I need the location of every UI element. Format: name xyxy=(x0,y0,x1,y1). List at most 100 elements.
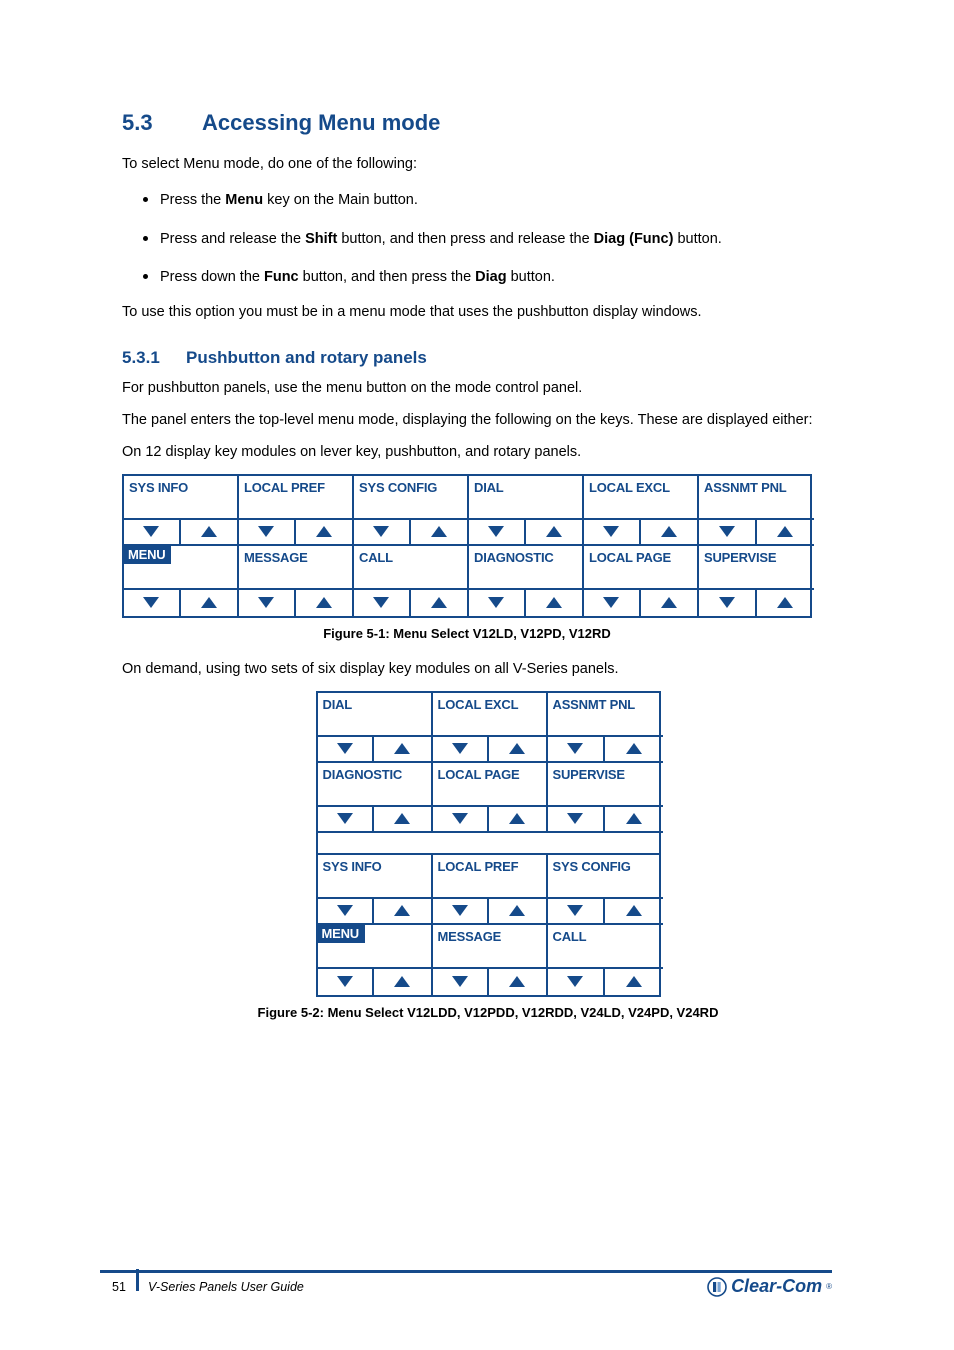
up-arrow-icon xyxy=(526,520,583,544)
panel-cell: LOCAL PREF xyxy=(433,855,548,925)
footer-rule xyxy=(100,1270,832,1273)
panel-row: SYS INFO LOCAL PREF SYS CONFIG xyxy=(318,855,659,925)
panel-cell: LOCAL PAGE xyxy=(584,546,699,616)
up-arrow-icon xyxy=(605,807,663,831)
down-arrow-icon xyxy=(239,520,296,544)
down-arrow-icon xyxy=(433,737,490,761)
section-title: Accessing Menu mode xyxy=(202,110,440,135)
up-arrow-icon xyxy=(374,899,431,923)
down-arrow-icon xyxy=(469,520,526,544)
down-arrow-icon xyxy=(433,969,490,995)
cell-label: LOCAL PREF xyxy=(239,476,352,495)
paragraph: On 12 display key modules on lever key, … xyxy=(122,442,854,462)
panel-cell: SUPERVISE xyxy=(548,763,663,833)
figure-caption: Figure 5-2: Menu Select V12LDD, V12PDD, … xyxy=(258,1005,719,1020)
intro-paragraph: To select Menu mode, do one of the follo… xyxy=(122,154,854,174)
page-number: 51 xyxy=(112,1280,126,1294)
cell-label-selected: MENU xyxy=(318,925,365,943)
down-arrow-icon xyxy=(318,807,375,831)
up-arrow-icon xyxy=(296,520,353,544)
panel-cell: LOCAL PREF xyxy=(239,476,354,546)
cell-label: CALL xyxy=(354,546,467,565)
up-arrow-icon xyxy=(181,520,238,544)
down-arrow-icon xyxy=(548,969,606,995)
panel-spacer xyxy=(318,833,659,855)
panel-cell: CALL xyxy=(548,925,663,995)
down-arrow-icon xyxy=(354,590,411,616)
down-arrow-icon xyxy=(699,590,757,616)
up-arrow-icon xyxy=(641,590,698,616)
cell-label-selected: MENU xyxy=(124,546,171,564)
panel-diagram: SYS INFO LOCAL PREF SYS CONFIG DIAL LOCA… xyxy=(122,474,812,618)
subsection-heading: 5.3.1Pushbutton and rotary panels xyxy=(122,348,854,368)
panel-cell: LOCAL PAGE xyxy=(433,763,548,833)
up-arrow-icon xyxy=(489,969,546,995)
down-arrow-icon xyxy=(318,969,375,995)
logo-mark-icon xyxy=(707,1277,727,1297)
panel-cell: DIAGNOSTIC xyxy=(318,763,433,833)
cell-label: LOCAL EXCL xyxy=(433,693,546,712)
up-arrow-icon xyxy=(757,520,815,544)
down-arrow-icon xyxy=(469,590,526,616)
section-number: 5.3 xyxy=(122,110,202,136)
up-arrow-icon xyxy=(605,899,663,923)
down-arrow-icon xyxy=(124,520,181,544)
cell-label: MESSAGE xyxy=(433,925,546,944)
down-arrow-icon xyxy=(124,590,181,616)
option-list: Press the Menu key on the Main button. P… xyxy=(160,186,854,288)
panel-cell: SYS INFO xyxy=(318,855,433,925)
cell-label: LOCAL EXCL xyxy=(584,476,697,495)
down-arrow-icon xyxy=(548,737,606,761)
cell-label: SYS INFO xyxy=(318,855,431,874)
list-item: Press down the Func button, and then pre… xyxy=(160,263,854,288)
panel-row-top: SYS INFO LOCAL PREF SYS CONFIG DIAL LOCA… xyxy=(124,476,810,546)
cell-label: MESSAGE xyxy=(239,546,352,565)
figure-1: SYS INFO LOCAL PREF SYS CONFIG DIAL LOCA… xyxy=(122,474,854,641)
down-arrow-icon xyxy=(584,590,641,616)
up-arrow-icon xyxy=(296,590,353,616)
paragraph: The panel enters the top-level menu mode… xyxy=(122,410,854,430)
up-arrow-icon xyxy=(181,590,238,616)
panel-cell: MENU xyxy=(124,546,239,616)
up-arrow-icon xyxy=(489,899,546,923)
panel-cell: SYS INFO xyxy=(124,476,239,546)
down-arrow-icon xyxy=(548,899,606,923)
cell-label: SYS CONFIG xyxy=(548,855,663,874)
panel-cell: CALL xyxy=(354,546,469,616)
panel-cell: DIAL xyxy=(318,693,433,763)
subsection-number: 5.3.1 xyxy=(122,348,186,368)
cell-label: SUPERVISE xyxy=(699,546,814,565)
cell-label: LOCAL PAGE xyxy=(584,546,697,565)
up-arrow-icon xyxy=(641,520,698,544)
down-arrow-icon xyxy=(318,899,375,923)
panel-cell: DIAL xyxy=(469,476,584,546)
panel-cell: MESSAGE xyxy=(239,546,354,616)
panel-cell: DIAGNOSTIC xyxy=(469,546,584,616)
paragraph: To use this option you must be in a menu… xyxy=(122,302,854,322)
cell-label: SYS CONFIG xyxy=(354,476,467,495)
cell-label: ASSNMT PNL xyxy=(699,476,814,495)
paragraph: For pushbutton panels, use the menu butt… xyxy=(122,378,854,398)
panel-row: DIAGNOSTIC LOCAL PAGE SUPERVISE xyxy=(318,763,659,833)
panel-cell: SYS CONFIG xyxy=(548,855,663,925)
figure-2: DIAL LOCAL EXCL ASSNMT PNL DIAGNOSTIC xyxy=(122,691,854,1038)
up-arrow-icon xyxy=(411,520,468,544)
panel-cell: MENU xyxy=(318,925,433,995)
up-arrow-icon xyxy=(605,969,663,995)
panel-diagram: DIAL LOCAL EXCL ASSNMT PNL DIAGNOSTIC xyxy=(316,691,661,997)
down-arrow-icon xyxy=(239,590,296,616)
panel-row: DIAL LOCAL EXCL ASSNMT PNL xyxy=(318,693,659,763)
up-arrow-icon xyxy=(489,807,546,831)
up-arrow-icon xyxy=(374,969,431,995)
up-arrow-icon xyxy=(374,737,431,761)
panel-cell: LOCAL EXCL xyxy=(433,693,548,763)
list-item: Press and release the Shift button, and … xyxy=(160,225,854,250)
down-arrow-icon xyxy=(548,807,606,831)
panel-cell: MESSAGE xyxy=(433,925,548,995)
subsection-title: Pushbutton and rotary panels xyxy=(186,348,427,367)
down-arrow-icon xyxy=(699,520,757,544)
down-arrow-icon xyxy=(354,520,411,544)
doc-title: V-Series Panels User Guide xyxy=(148,1280,304,1294)
panel-cell: SUPERVISE xyxy=(699,546,814,616)
cell-label: CALL xyxy=(548,925,663,944)
